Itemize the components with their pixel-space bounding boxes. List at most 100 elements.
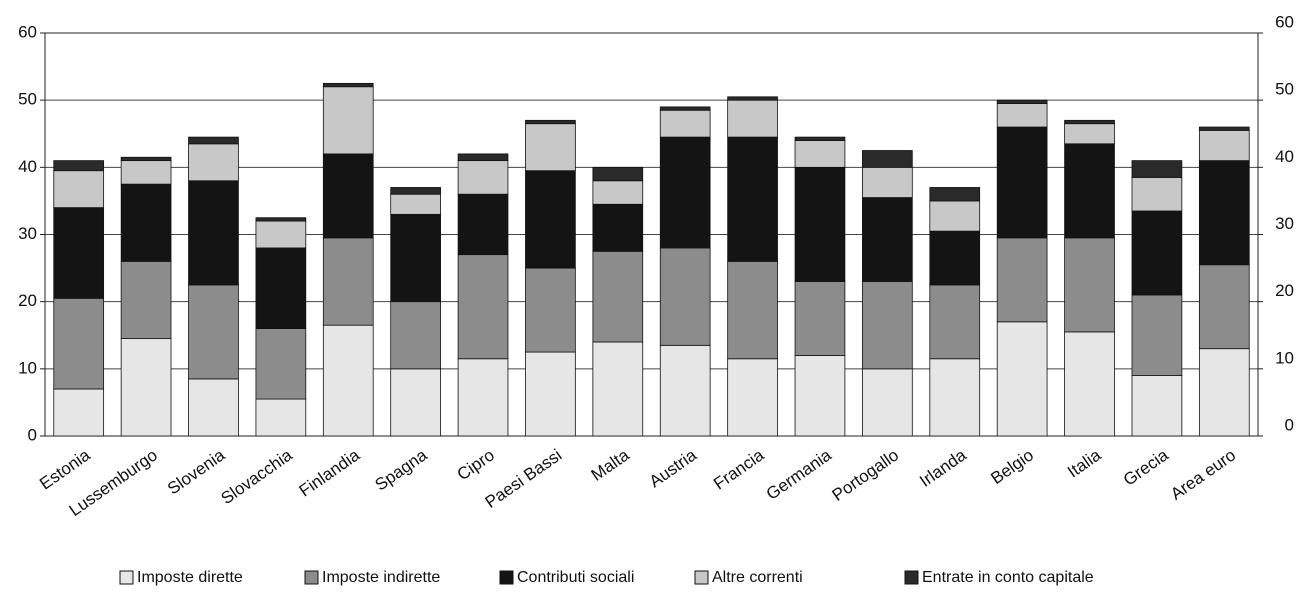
bar-segment [120,156,172,162]
bar-segment [1131,160,1183,178]
legend-swatch [499,570,514,585]
bar-segment [1064,123,1115,145]
y-tick-label: 10 [18,358,37,377]
bar-segment [862,166,913,198]
bar-segment [929,230,981,286]
bar-segment [53,170,105,209]
x-tick-label: Italia [1064,445,1105,481]
bar-segment [188,378,239,437]
bar-segment [525,170,576,269]
bar-segment [188,136,239,145]
bar-segment [53,160,105,172]
y-tick-label: 50 [18,90,37,109]
bar-segment [659,109,711,138]
y2-tick-label: 20 [1275,281,1294,300]
x-tick-label: Germania [763,445,835,504]
y2-tick-label: 40 [1275,147,1294,166]
bar-segment [794,281,846,356]
bar-segment [929,187,981,202]
y-tick-label: 40 [18,157,37,176]
bar-segment [120,338,172,437]
bar-segment [1131,375,1183,437]
bar-segment [929,284,981,360]
y2-tick-label: 30 [1275,214,1294,233]
bar-segment [1064,143,1115,239]
bar-segment [322,237,374,326]
bar-segment [996,99,1048,104]
bar-segment [390,213,441,303]
bar-segment [255,247,307,329]
bar-segment [322,153,374,239]
bar-segment [188,143,239,182]
bar-segment [255,398,307,437]
bar-segment [255,220,307,249]
bar-segment [862,150,913,168]
bar-segment [525,123,576,172]
bar-segment [390,187,441,195]
bar-segment [390,193,441,215]
bar-segment [457,254,509,360]
x-tick-label: Estonia [36,445,94,493]
bar-segment [592,180,644,205]
bar-segment [188,284,239,380]
bar-segment [929,200,981,232]
bar-segment [120,160,172,185]
x-tick-label: Portogallo [829,445,903,504]
bar-segment [1131,210,1183,296]
legend-swatch [904,570,919,585]
y2-tick-label: 60 [1275,12,1294,31]
bar-segment [457,193,509,256]
bar-segment [862,368,913,437]
x-tick-label: Area euro [1167,445,1239,503]
bar-segment [659,247,711,346]
x-tick-label: Austria [646,445,701,491]
bar-segment [390,301,441,370]
bar-segment [322,86,374,155]
bar-segment [794,166,846,282]
bar-segment [996,237,1048,323]
plot-frame [44,32,1259,437]
x-tick-label: Cipro [454,445,498,484]
y-tick-label: 30 [18,224,37,243]
bar-segment [592,203,644,252]
bar-segment [659,344,711,437]
bar-segment [862,197,913,282]
bar-segment [1064,119,1115,125]
bar-segment [525,351,576,437]
legend-label: Entrate in conto capitale [922,569,1094,586]
bar-segment [188,180,239,286]
y2-tick-label: 10 [1275,348,1294,367]
legend-label: Imposte indirette [322,569,440,586]
x-tick-label: Belgio [987,445,1037,488]
bar-segment [53,207,105,299]
legend-swatch [304,570,319,585]
bar-segment [53,388,105,437]
bar-segment [53,297,105,390]
y2-tick-label: 50 [1275,80,1294,99]
bar-segment [794,136,846,141]
y-tick-label: 0 [28,425,37,444]
x-tick-label: Finlandia [296,445,364,500]
bar-segment [457,153,509,162]
bar-segment [794,354,846,437]
bar-segment [525,267,576,353]
legend-label: Imposte dirette [137,569,243,586]
bar-segment [1198,264,1250,350]
bar-segment [120,183,172,262]
bar-segment [996,126,1048,239]
bar-segment [659,136,711,249]
x-tick-label: Paesi Bassi [482,445,566,512]
bar-segment [322,82,374,88]
bar-segment [592,166,644,182]
bar-segment [929,358,981,437]
bar-segment [727,260,778,360]
bar-segment [659,106,711,111]
legend-swatch [119,570,134,585]
bar-segment [1131,177,1183,212]
bar-segment [1198,129,1250,162]
x-tick-label: Francia [710,445,768,493]
x-tick-label: Irlanda [916,445,970,491]
bar-segment [996,321,1048,437]
bar-segment [862,281,913,370]
